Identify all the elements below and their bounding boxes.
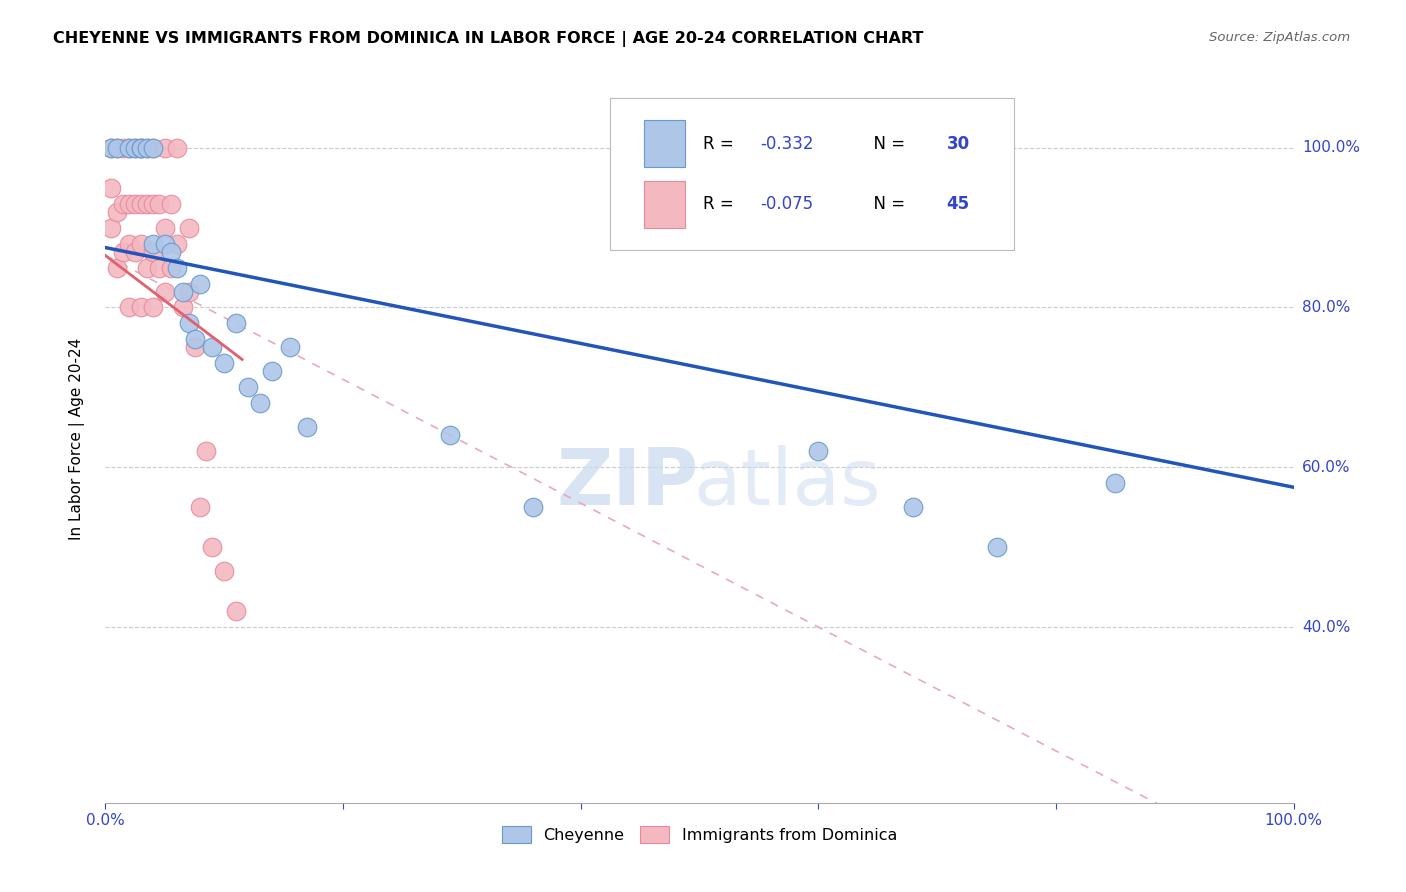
Point [153, 220, 176, 235]
Point [136, 141, 159, 155]
Point [105, 260, 128, 275]
Point [1104, 476, 1126, 491]
Point [201, 341, 224, 355]
Point [166, 141, 188, 155]
Point [903, 500, 925, 515]
Point [166, 236, 188, 251]
Point [249, 396, 271, 410]
Point [100, 141, 122, 155]
Point [214, 564, 236, 578]
Point [112, 141, 135, 155]
Point [172, 285, 194, 299]
Point [129, 196, 152, 211]
Point [142, 141, 165, 155]
Point [439, 428, 461, 442]
Point [190, 277, 212, 291]
Point [142, 301, 165, 315]
Text: ZIP: ZIP [557, 445, 699, 521]
Y-axis label: In Labor Force | Age 20-24: In Labor Force | Age 20-24 [69, 338, 84, 541]
Point [153, 285, 176, 299]
Point [148, 260, 170, 275]
Text: -0.075: -0.075 [761, 195, 813, 213]
Point [112, 244, 135, 259]
Point [100, 220, 122, 235]
Text: R =: R = [703, 195, 740, 213]
FancyBboxPatch shape [610, 97, 1014, 251]
Point [105, 141, 128, 155]
FancyBboxPatch shape [644, 120, 685, 167]
Text: atlas: atlas [693, 445, 882, 521]
Point [118, 301, 141, 315]
Point [201, 540, 224, 554]
Point [142, 236, 165, 251]
Point [118, 141, 141, 155]
Text: 40.0%: 40.0% [1302, 620, 1350, 634]
Point [129, 236, 152, 251]
Point [172, 301, 194, 315]
Point [260, 364, 283, 378]
Point [118, 236, 141, 251]
Text: Source: ZipAtlas.com: Source: ZipAtlas.com [1209, 31, 1350, 45]
Point [225, 317, 247, 331]
Point [124, 141, 146, 155]
Text: R =: R = [703, 135, 740, 153]
Point [118, 141, 141, 155]
Point [195, 444, 218, 458]
Point [153, 236, 176, 251]
Text: 45: 45 [946, 195, 970, 213]
Point [177, 317, 200, 331]
Point [159, 196, 181, 211]
Point [177, 285, 200, 299]
Point [124, 244, 146, 259]
Point [159, 244, 181, 259]
Point [153, 141, 176, 155]
Point [986, 540, 1008, 554]
Text: 60.0%: 60.0% [1302, 459, 1350, 475]
Point [214, 356, 236, 370]
Point [278, 341, 301, 355]
Text: N =: N = [863, 135, 911, 153]
Point [136, 196, 159, 211]
Point [297, 420, 319, 434]
Point [190, 500, 212, 515]
Point [124, 141, 146, 155]
Point [124, 196, 146, 211]
Point [142, 244, 165, 259]
Text: CHEYENNE VS IMMIGRANTS FROM DOMINICA IN LABOR FORCE | AGE 20-24 CORRELATION CHAR: CHEYENNE VS IMMIGRANTS FROM DOMINICA IN … [53, 31, 924, 47]
Text: 100.0%: 100.0% [1302, 140, 1360, 155]
Point [100, 141, 122, 155]
Point [136, 141, 159, 155]
Point [129, 141, 152, 155]
Point [159, 260, 181, 275]
Point [236, 380, 259, 394]
Legend: Cheyenne, Immigrants from Dominica: Cheyenne, Immigrants from Dominica [495, 820, 904, 849]
Point [118, 196, 141, 211]
Point [183, 341, 205, 355]
Point [148, 196, 170, 211]
Point [129, 141, 152, 155]
Text: 80.0%: 80.0% [1302, 300, 1350, 315]
Point [522, 500, 544, 515]
Point [129, 301, 152, 315]
Point [807, 444, 830, 458]
Point [225, 604, 247, 618]
Point [129, 141, 152, 155]
Text: N =: N = [863, 195, 911, 213]
Point [183, 333, 205, 347]
Point [112, 196, 135, 211]
Point [177, 220, 200, 235]
Point [105, 204, 128, 219]
Text: -0.332: -0.332 [761, 135, 814, 153]
Point [142, 141, 165, 155]
Text: 30: 30 [946, 135, 970, 153]
Point [142, 196, 165, 211]
Point [100, 180, 122, 194]
Point [136, 260, 159, 275]
Point [166, 260, 188, 275]
FancyBboxPatch shape [644, 181, 685, 228]
Point [105, 141, 128, 155]
